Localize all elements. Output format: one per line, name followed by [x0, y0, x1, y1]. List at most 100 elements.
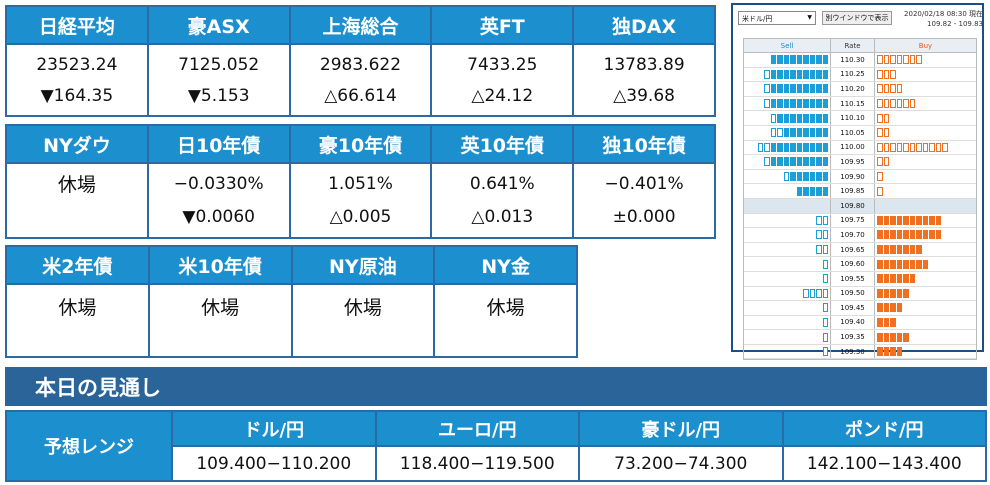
buy-order-block: [903, 259, 909, 269]
buy-order-block: [896, 332, 902, 342]
buy-order-block: [883, 55, 889, 65]
sell-order-block: [809, 157, 815, 167]
market-value: 休場: [57, 174, 96, 196]
sell-orders: [744, 257, 831, 271]
buy-order-block: [883, 274, 889, 284]
forecast-range-value: 73.200−74.300: [580, 447, 782, 480]
sell-orders: [744, 198, 831, 213]
buy-order-block: [877, 186, 883, 196]
sell-order-block: [764, 69, 770, 79]
market-name: 豪10年債: [290, 126, 431, 162]
market-value: 23523.24: [36, 54, 118, 75]
buy-order-block: [903, 332, 909, 342]
buy-order-block: [896, 215, 902, 225]
buy-order-block: [922, 215, 928, 225]
buy-order-block: [883, 215, 889, 225]
buy-order-block: [922, 142, 928, 152]
buy-order-block: [916, 215, 922, 225]
sell-order-block: [822, 142, 828, 152]
buy-orders: [875, 111, 976, 125]
outlook-title: 本日の見通し: [5, 367, 987, 406]
buy-order-block: [877, 259, 883, 269]
market-value: 休場: [292, 285, 434, 356]
market-value: 13783.89: [603, 54, 685, 75]
order-book-row: 109.60: [744, 257, 976, 272]
buy-order-block: [903, 215, 909, 225]
market-change: △0.013: [471, 206, 534, 227]
sell-order-block: [816, 245, 822, 255]
buy-order-block: [877, 142, 883, 152]
rate-value: 109.55: [831, 271, 875, 286]
buy-order-block: [883, 259, 889, 269]
order-book-row: 109.95: [744, 155, 976, 170]
buy-order-block: [877, 303, 883, 313]
sell-order-block: [803, 157, 809, 167]
sell-order-block: [790, 99, 796, 109]
order-book-row: 109.90: [744, 169, 976, 185]
sell-order-block: [790, 128, 796, 138]
sell-orders: [744, 53, 831, 67]
order-book-row: 109.65: [744, 242, 976, 258]
sell-order-block: [822, 317, 828, 327]
buy-order-block: [909, 142, 915, 152]
buy-order-block: [896, 142, 902, 152]
open-new-window-button[interactable]: 別ウインドウで表示: [822, 11, 892, 25]
sell-order-block: [816, 230, 822, 240]
order-book-row: 110.00: [744, 140, 976, 156]
buy-order-block: [929, 215, 935, 225]
sell-order-block: [809, 84, 815, 94]
buy-order-block: [916, 245, 922, 255]
order-book-row: 109.75: [744, 213, 976, 229]
buy-order-block: [883, 99, 889, 109]
sell-order-block: [822, 347, 828, 357]
market-value: 0.641%: [469, 174, 535, 195]
rate-value: 110.30: [831, 53, 875, 67]
buy-order-block: [890, 245, 896, 255]
order-book-rows: 110.30 110.25 110.20 110.15 110.10 110.05 110.…: [744, 53, 976, 360]
sell-order-block: [783, 142, 789, 152]
sell-order-block: [803, 113, 809, 123]
buy-order-block: [935, 142, 941, 152]
market-change: △66.614: [324, 85, 397, 106]
sell-order-block: [764, 142, 770, 152]
sell-header: Sell: [744, 39, 831, 52]
sell-order-block: [796, 69, 802, 79]
buy-order-block: [877, 347, 883, 357]
buy-order-block: [896, 303, 902, 313]
sell-order-block: [809, 172, 815, 182]
buy-order-block: [916, 55, 922, 65]
buy-orders: [875, 126, 976, 140]
rate-header: Rate: [831, 39, 875, 52]
buy-orders: [875, 170, 976, 184]
sell-orders: [744, 184, 831, 198]
rate-value: 110.20: [831, 82, 875, 96]
sell-order-block: [777, 128, 783, 138]
buy-order-block: [890, 230, 896, 240]
buy-order-block: [877, 245, 883, 255]
currency-pair-select[interactable]: 米ドル/円 ▼: [738, 11, 816, 25]
buy-order-block: [890, 259, 896, 269]
buy-order-block: [890, 69, 896, 79]
buy-order-block: [935, 215, 941, 225]
market-change: △0.005: [329, 206, 392, 227]
sell-orders: [744, 242, 831, 257]
market-cell: 7433.25 △24.12: [432, 45, 573, 115]
order-book-row: 109.55: [744, 271, 976, 287]
market-name: 米2年債: [7, 247, 148, 283]
sell-order-block: [777, 69, 783, 79]
sell-orders: [744, 111, 831, 125]
buy-order-block: [896, 245, 902, 255]
sell-order-block: [822, 274, 828, 284]
buy-orders: [875, 155, 976, 169]
sell-order-block: [822, 113, 828, 123]
buy-order-block: [890, 288, 896, 298]
buy-orders: [875, 68, 976, 82]
sell-order-block: [809, 99, 815, 109]
buy-order-block: [922, 259, 928, 269]
market-value: 1.051%: [328, 174, 393, 195]
buy-orders: [875, 243, 976, 257]
sell-order-block: [822, 259, 828, 269]
buy-order-block: [903, 230, 909, 240]
market-cell: 7125.052 ▼5.153: [148, 45, 289, 115]
buy-order-block: [909, 215, 915, 225]
